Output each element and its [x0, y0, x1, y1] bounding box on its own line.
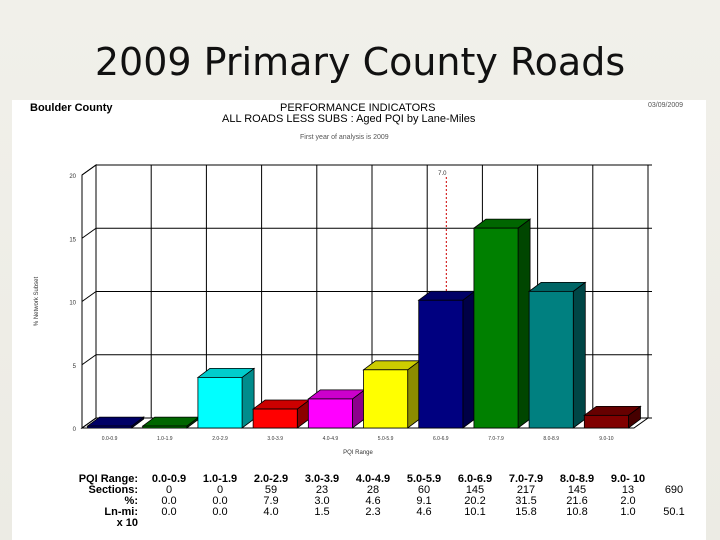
- pqi-cell: 9.0- 10: [610, 473, 646, 485]
- y-gridline-side: [81, 417, 97, 429]
- y-tick-label: 10: [69, 301, 76, 307]
- x-tick-label: 4.0-4.9: [323, 436, 339, 442]
- pqi-row-label: %:: [124, 495, 138, 507]
- slide-title: 2009 Primary County Roads: [94, 40, 626, 84]
- pqi-cell: 1.0: [620, 506, 636, 518]
- x-tick-label: 6.0-6.9: [433, 436, 449, 442]
- x-tick-label: 5.0-5.9: [378, 436, 394, 442]
- bar: [528, 290, 574, 429]
- pqi-cell: 4.0-4.9: [355, 473, 391, 485]
- pqi-cell: 4.6: [365, 495, 381, 507]
- total-sections: 690: [664, 484, 684, 496]
- bar-chart: 0 5 10 15 20 % Network Subset PQI Range 7.0 0.0-…: [34, 164, 652, 456]
- pqi-cell: 0.0: [212, 506, 228, 518]
- pqi-cell: 7.9: [263, 495, 279, 507]
- x-tick-label: 3.0-3.9: [267, 436, 283, 442]
- x-tick-label: 7.0-7.9: [488, 436, 504, 442]
- y-tick-label: 15: [69, 237, 76, 243]
- pqi-cell: 217: [516, 484, 536, 496]
- pqi-cell: 28: [366, 484, 380, 496]
- pqi-cell: 0.0: [212, 495, 228, 507]
- pqi-cell: 4.6: [416, 506, 432, 518]
- pqi-cell: 0: [216, 484, 224, 496]
- pqi-cell: 6.0-6.9: [457, 473, 493, 485]
- bar-side: [572, 281, 586, 429]
- y-gridline-side: [81, 354, 97, 366]
- x-tick-label: 2.0-2.9: [212, 436, 228, 442]
- bar: [473, 227, 519, 429]
- bar: [142, 425, 188, 429]
- pqi-cell: 2.0-2.9: [253, 473, 289, 485]
- pqi-cell: 60: [417, 484, 431, 496]
- pqi-cell: 145: [567, 484, 587, 496]
- pqi-table-row: PQI Range: 0.0-0.9 1.0-1.9 2.0-2.9 3.0-3.9 4.…: [12, 474, 706, 485]
- pqi-cell: 1.0-1.9: [202, 473, 238, 485]
- pqi-table-row: Sections: 0 0 59 23 28 60 145 217 145 13 690: [12, 485, 706, 496]
- report-panel: Boulder County PERFORMANCE INDICATORS AL…: [12, 100, 706, 540]
- pqi-cell: 59: [264, 484, 278, 496]
- y-gridline-side: [81, 227, 97, 239]
- pqi-table: PQI Range: 0.0-0.9 1.0-1.9 2.0-2.9 3.0-3.9 4.…: [12, 472, 706, 540]
- y-gridline-side: [81, 291, 97, 302]
- target-marker-label: 7.0: [438, 171, 447, 177]
- bar: [87, 425, 133, 429]
- pqi-table-row: x 10: [12, 518, 706, 529]
- pqi-row-label: Ln-mi:: [104, 506, 138, 518]
- y-axis-label: % Network Subset: [34, 276, 40, 326]
- pqi-cell: 4.0: [263, 506, 279, 518]
- x-tick-label: 8.0-8.9: [543, 436, 559, 442]
- pqi-row-label: x 10: [116, 517, 138, 529]
- pqi-cell: 20.2: [464, 495, 486, 507]
- bar-side: [241, 367, 255, 429]
- x-tick-label: 1.0-1.9: [157, 436, 173, 442]
- pqi-cell: 0.0: [161, 506, 177, 518]
- pqi-cell: 5.0-5.9: [406, 473, 442, 485]
- pqi-cell: 3.0-3.9: [304, 473, 340, 485]
- report-subheading: ALL ROADS LESS SUBS : Aged PQI by Lane-M…: [222, 113, 476, 125]
- county-label: Boulder County: [30, 102, 113, 114]
- pqi-cell: 3.0: [314, 495, 330, 507]
- pqi-cell: 7.0-7.9: [508, 473, 544, 485]
- y-tick-label: 20: [69, 174, 76, 180]
- y-gridline-side: [81, 164, 97, 176]
- pqi-row-label: Sections:: [88, 484, 138, 496]
- pqi-cell: 10.8: [566, 506, 588, 518]
- pqi-cell: 0: [165, 484, 173, 496]
- bar-side: [462, 290, 476, 429]
- bar: [197, 376, 243, 429]
- pqi-table-row: %: 0.0 0.0 7.9 3.0 4.6 9.1 20.2 31.5 21.6 2.0: [12, 496, 706, 507]
- pqi-table-row: Ln-mi: 0.0 0.0 4.0 1.5 2.3 4.6 10.1 15.8 10.8 1.0 5…: [12, 507, 706, 518]
- x-tick-label: 0.0-0.9: [102, 436, 118, 442]
- total-lane-miles: 50.1: [663, 506, 685, 518]
- bar: [252, 408, 298, 429]
- pqi-cell: 23: [315, 484, 329, 496]
- pqi-cell: 1.5: [314, 506, 330, 518]
- report-heading: PERFORMANCE INDICATORS: [280, 102, 436, 114]
- pqi-cell: 8.0-8.9: [559, 473, 595, 485]
- pqi-cell: 10.1: [464, 506, 486, 518]
- pqi-cell: 31.5: [515, 495, 537, 507]
- x-tick-label: 9.0-10: [599, 436, 613, 442]
- bar: [307, 398, 353, 429]
- y-tick-label: 0: [73, 427, 77, 433]
- bar-side: [517, 218, 531, 429]
- bar: [363, 369, 409, 429]
- x-axis-label: PQI Range: [343, 450, 373, 456]
- pqi-cell: 9.1: [416, 495, 432, 507]
- pqi-cell: 15.8: [515, 506, 537, 518]
- pqi-cell: 2.3: [365, 506, 381, 518]
- bar: [583, 414, 629, 429]
- report-date: 03/09/2009: [648, 102, 684, 109]
- pqi-cell: 0.0: [161, 495, 177, 507]
- bar-side: [407, 360, 421, 429]
- pqi-cell: 2.0: [620, 495, 636, 507]
- pqi-cell: 21.6: [566, 495, 588, 507]
- y-tick-label: 5: [73, 364, 77, 370]
- year-note: First year of analysis is 2009: [300, 134, 389, 141]
- bar: [418, 299, 464, 429]
- pqi-row-label: PQI Range:: [78, 473, 138, 485]
- pqi-cell: 145: [465, 484, 485, 496]
- pqi-cell: 13: [621, 484, 635, 496]
- pqi-cell: 0.0-0.9: [151, 473, 187, 485]
